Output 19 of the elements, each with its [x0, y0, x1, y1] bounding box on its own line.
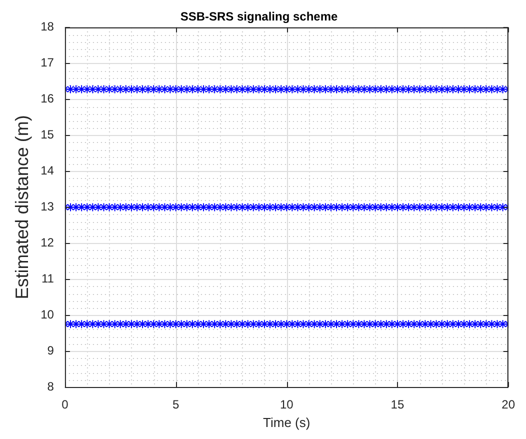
- y-tick-label: 10: [40, 307, 54, 322]
- y-tick-label: 16: [40, 92, 54, 106]
- x-tick-label: 5: [172, 398, 180, 412]
- y-tick-label: 15: [40, 128, 54, 142]
- y-tick-label: 17: [40, 56, 54, 70]
- x-tick-label: 15: [390, 398, 404, 412]
- y-axis-title: Estimated distance (m): [12, 115, 32, 300]
- y-tick-label: 11: [41, 271, 54, 286]
- chart-title: SSB-SRS signaling scheme: [180, 10, 338, 24]
- y-tick-label: 14: [40, 164, 54, 178]
- x-tick-label: 10: [280, 398, 294, 412]
- y-tick-label: 12: [40, 235, 54, 250]
- y-tick-label: 8: [47, 379, 54, 394]
- x-tick-label: 20: [502, 398, 516, 412]
- y-tick-label: 9: [47, 343, 54, 358]
- x-axis-title: Time (s): [263, 414, 310, 430]
- x-tick-label: 0: [62, 398, 69, 412]
- y-tick-label: 18: [40, 20, 54, 34]
- y-tick-label: 13: [40, 200, 54, 214]
